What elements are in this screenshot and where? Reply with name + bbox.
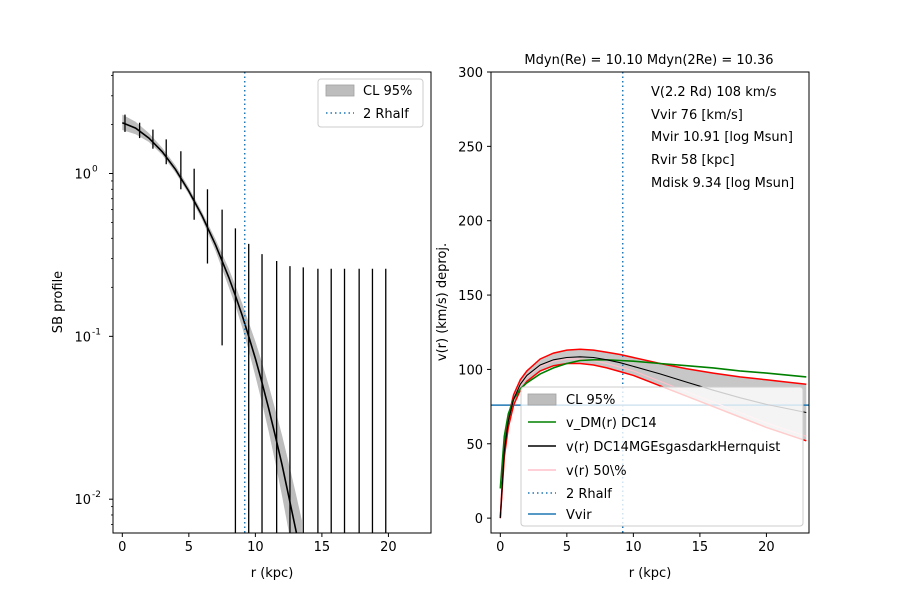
velocity-panel-title: Mdyn(Re) = 10.10 Mdyn(2Re) = 10.36 — [524, 53, 773, 68]
sb-y-axis-label: SB profile — [51, 271, 66, 333]
sb-y-tick-label-1: 10 — [74, 330, 91, 345]
velocity-x-tick-label-4: 20 — [758, 540, 775, 555]
sb-x-tick-label-3: 15 — [314, 540, 331, 555]
velocity-legend-label-vvir: Vvir — [566, 508, 592, 523]
sb-legend-swatch-band — [325, 84, 355, 97]
sb-confidence-band — [122, 114, 302, 533]
sb-x-ticks: 0 5 10 15 20 — [118, 533, 397, 555]
velocity-y-tick-label-2: 100 — [458, 363, 483, 378]
sb-y-tick-label-0: 10 — [74, 493, 91, 508]
sb-y-tick-exponent-0: -2 — [92, 490, 101, 500]
velocity-y-tick-label-5: 250 — [458, 140, 483, 155]
velocity-legend-label-rhalf: 2 Rhalf — [566, 487, 612, 502]
velocity-cl-upper-line — [499, 348, 807, 519]
velocity-y-ticks: 0 50 100 150 200 250 300 — [458, 66, 491, 527]
sb-y-tick-exponent-1: -1 — [92, 327, 101, 337]
sb-x-tick-label-2: 10 — [247, 540, 264, 555]
velocity-y-tick-label-4: 200 — [458, 215, 483, 230]
sb-y-tick-exponent-2: 0 — [92, 164, 98, 174]
annotation-vvir: Vvir 76 [km/s] — [651, 108, 743, 123]
velocity-legend-label-band: CL 95% — [566, 393, 615, 408]
sb-axes-frame — [112, 71, 432, 534]
velocity-legend-label-total: v(r) DC14MGEsgasdarkHernquist — [566, 440, 780, 455]
velocity-y-tick-label-1: 50 — [466, 438, 483, 453]
velocity-legend-label-dm: v_DM(r) DC14 — [566, 416, 657, 431]
annotation-v22rd: V(2.2 Rd) 108 km/s — [651, 85, 777, 100]
sb-x-tick-label-0: 0 — [118, 540, 126, 555]
velocity-annotations: V(2.2 Rd) 108 km/s Vvir 76 [km/s] Mvir 1… — [651, 85, 794, 191]
velocity-x-tick-label-0: 0 — [496, 540, 504, 555]
velocity-legend-label-median: v(r) 50\% — [566, 464, 627, 479]
velocity-x-tick-label-1: 5 — [563, 540, 571, 555]
sb-plot-area — [121, 72, 387, 533]
velocity-x-tick-label-3: 15 — [692, 540, 709, 555]
velocity-y-axis-label: v(r) (km/s) deproj. — [435, 243, 450, 361]
velocity-x-axis-label: r (kpc) — [629, 566, 672, 581]
sb-y-tick-label-2: 10 — [74, 167, 91, 182]
annotation-mdisk: Mdisk 9.34 [log Msun] — [651, 176, 794, 191]
sb-legend: CL 95% 2 Rhalf — [317, 78, 424, 128]
velocity-x-tick-label-2: 10 — [625, 540, 642, 555]
sb-legend-label-rhalf: 2 Rhalf — [363, 107, 409, 122]
sb-x-tick-label-1: 5 — [185, 540, 193, 555]
velocity-y-tick-label-0: 0 — [475, 512, 483, 527]
velocity-axes-frame — [490, 71, 810, 534]
sb-model-line — [121, 121, 298, 533]
annotation-mvir: Mvir 10.91 [log Msun] — [651, 130, 793, 145]
velocity-legend-box — [520, 386, 804, 527]
velocity-legend-swatch-band — [527, 393, 557, 406]
velocity-y-tick-label-3: 150 — [458, 289, 483, 304]
velocity-panel: Mdyn(Re) = 10.10 Mdyn(2Re) = 10.36 0 5 10 1… — [435, 53, 810, 581]
sb-x-axis-label: r (kpc) — [251, 566, 294, 581]
sb-x-tick-label-4: 20 — [380, 540, 397, 555]
velocity-x-ticks: 0 5 10 15 20 — [496, 533, 775, 555]
annotation-rvir: Rvir 58 [kpc] — [651, 153, 735, 168]
velocity-y-tick-label-6: 300 — [458, 66, 483, 81]
sb-legend-label-band: CL 95% — [363, 84, 412, 99]
velocity-legend: CL 95% v_DM(r) DC14 v(r) DC14MGEsgasdark… — [520, 386, 804, 527]
